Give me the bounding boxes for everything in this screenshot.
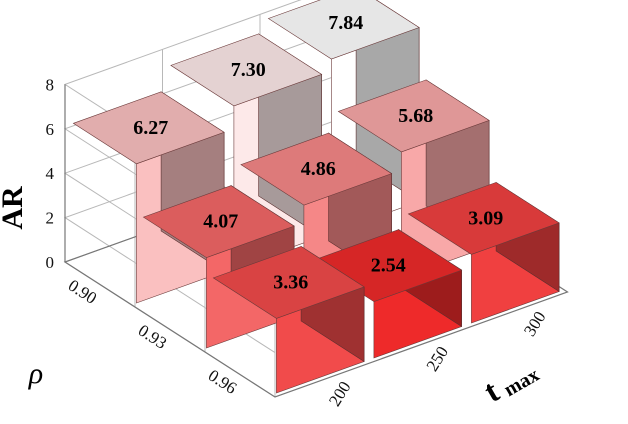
value-label: 4.07	[203, 211, 238, 233]
z-tick-label: 2	[46, 209, 55, 228]
value-label: 2.54	[371, 255, 406, 277]
z-tick-label: 8	[46, 75, 55, 94]
value-label: 6.27	[133, 117, 168, 139]
bar-top-face	[267, 0, 420, 60]
bars	[72, 0, 560, 394]
x-tick-label: 300	[520, 308, 550, 340]
bar-top-face	[212, 246, 365, 319]
bar-top-face	[72, 91, 225, 165]
bar-top-face	[240, 132, 393, 206]
bar-0.96-200	[212, 245, 365, 394]
bar-top-face	[337, 79, 490, 153]
z-tick-label: 6	[46, 120, 55, 139]
bar-0.96-300	[407, 181, 560, 324]
bar-top-face	[407, 182, 560, 255]
value-label: 3.09	[468, 207, 503, 229]
x-axis-title-main: t	[478, 372, 506, 409]
bar-top-face	[170, 33, 323, 107]
z-axis-title: AR	[0, 186, 29, 230]
z-tick-label: 0	[46, 253, 55, 272]
x-tick-label: 200	[325, 378, 355, 410]
value-label: 4.86	[301, 158, 336, 180]
x-tick-label: 250	[423, 343, 453, 375]
value-label: 7.30	[231, 59, 266, 81]
x-axis-title-sub: max	[500, 364, 543, 401]
bar-top-face	[142, 185, 295, 258]
x-axis-title: t max	[478, 351, 544, 410]
y-axis-title: ρ	[28, 357, 43, 390]
value-label: 7.84	[328, 12, 363, 34]
value-label: 5.68	[398, 105, 433, 127]
value-label: 3.36	[273, 271, 308, 293]
z-tick-label: 4	[46, 164, 55, 183]
value-labels: 7.84 7.30 6.27 5.68 4.86 4.07 3.09 2.54 3.36	[133, 12, 503, 293]
